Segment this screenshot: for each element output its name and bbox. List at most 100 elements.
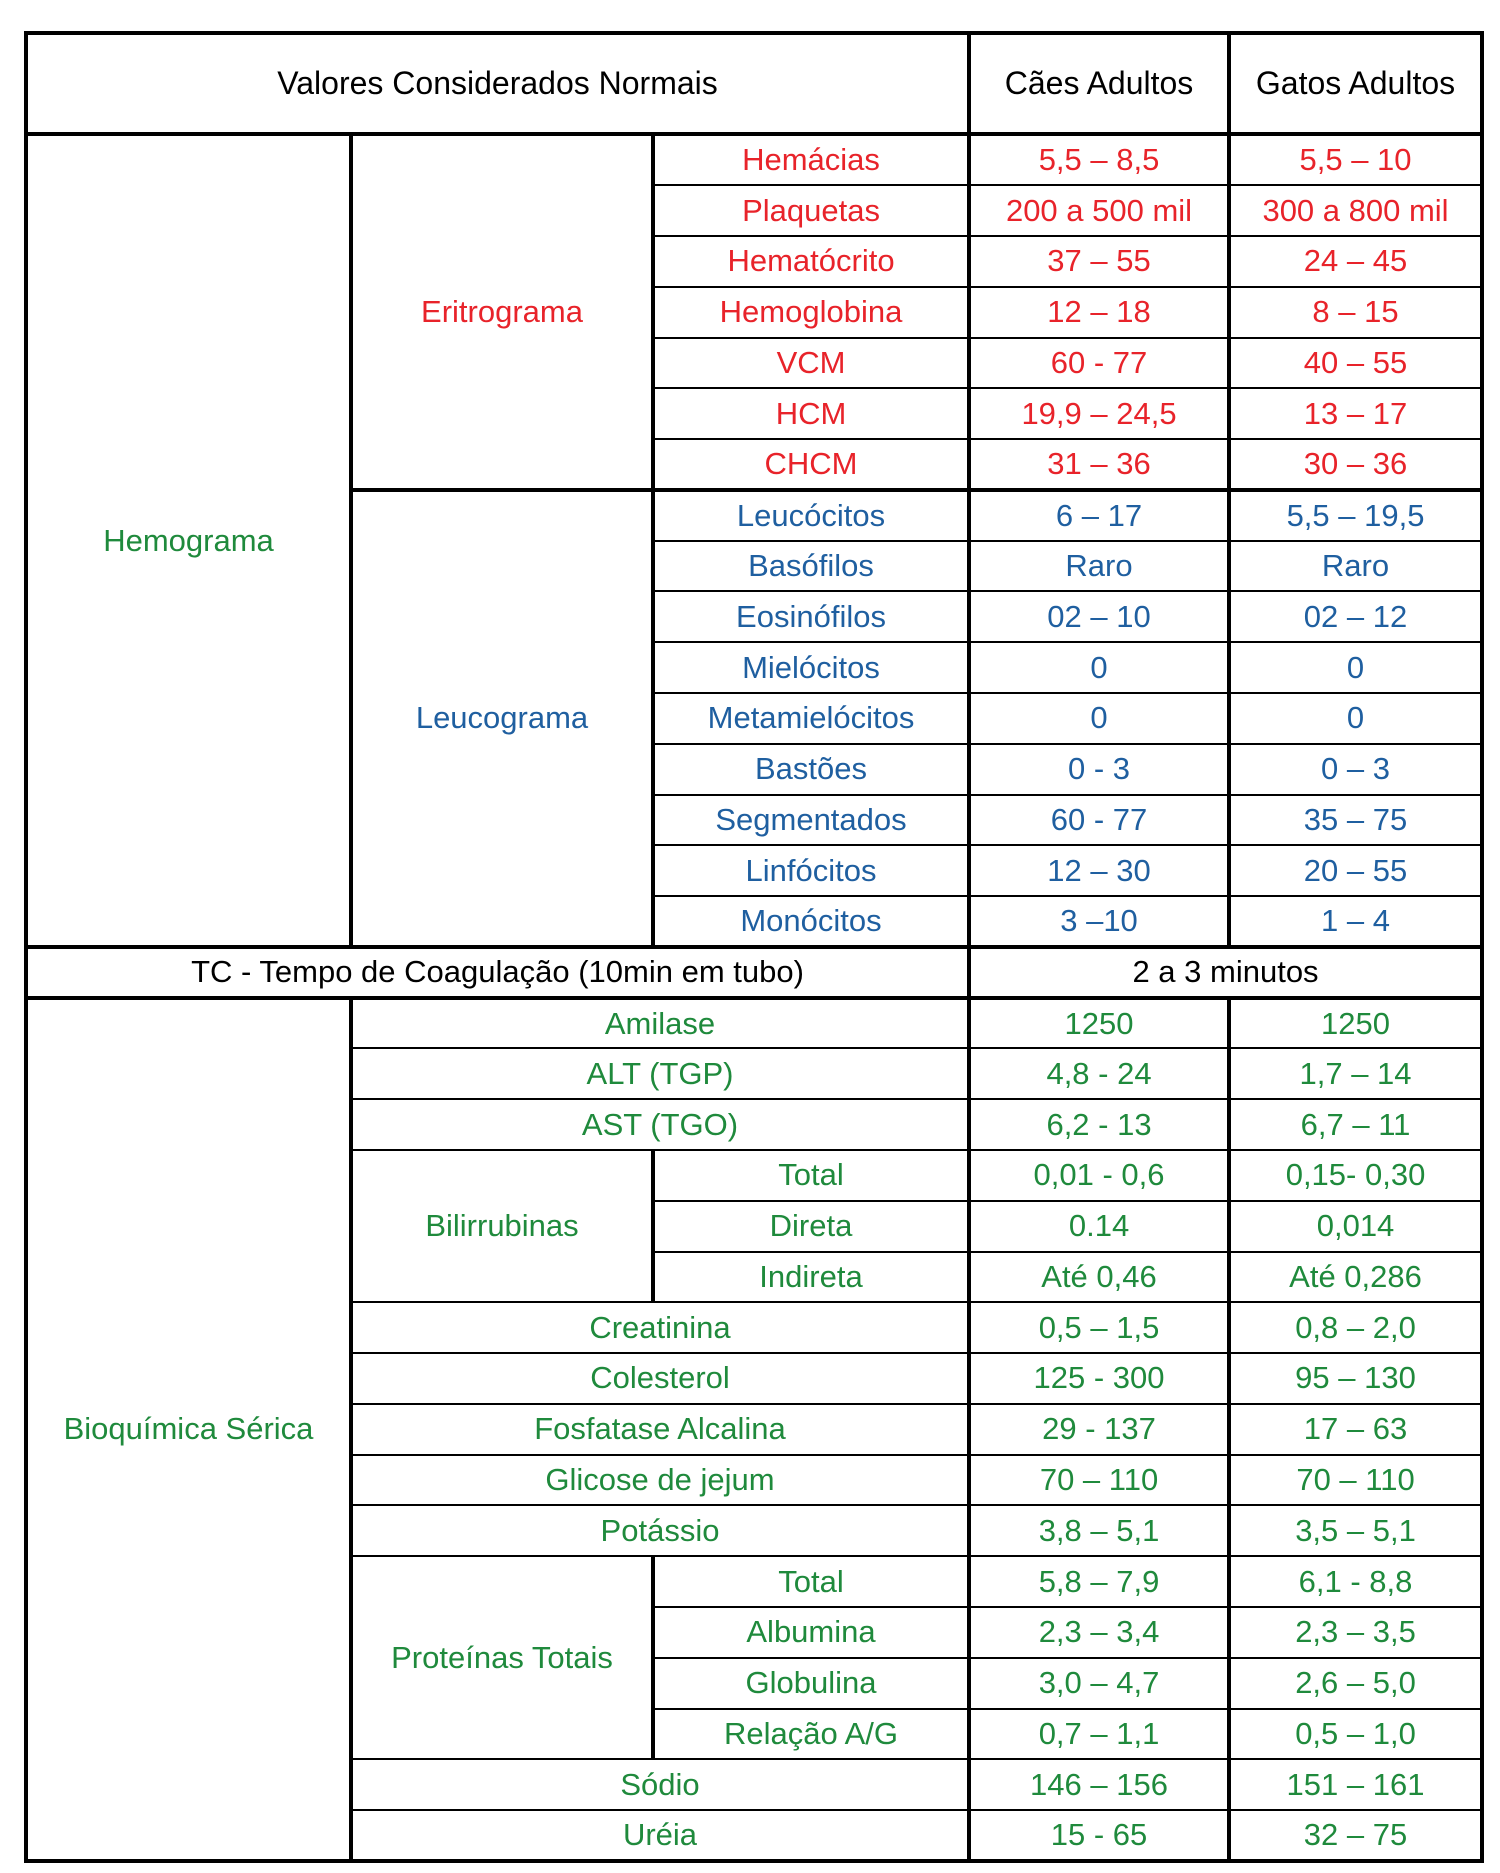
table-row: Segmentados 60 - 77 35 – 75 bbox=[26, 793, 1484, 847]
reference-values-table: Valores Considerados Normais Cães Adulto… bbox=[24, 31, 1485, 1863]
cat-value: 30 – 36 bbox=[1228, 438, 1484, 491]
table-row: Hemograma Eritrograma Hemácias 5,5 – 8,5… bbox=[25, 133, 1484, 948]
cat-value: 300 a 800 mil bbox=[1228, 184, 1484, 237]
table-row: Creatinina 0,5 – 1,5 0,8 – 2,0 bbox=[26, 1301, 1484, 1355]
param-name: AST (TGO) bbox=[349, 1098, 972, 1151]
table-row: Monócitos 3 –10 1 – 4 bbox=[26, 895, 1484, 948]
cat-value: 0 bbox=[1228, 641, 1484, 694]
table-row: Metamielócitos 0 0 bbox=[26, 691, 1484, 745]
param-name: Eosinófilos bbox=[651, 590, 972, 644]
group-bioquimica: Bioquímica Sérica bbox=[25, 996, 353, 1863]
table-row: Indireta Até 0,46 Até 0,286 bbox=[26, 1250, 1484, 1304]
cat-value: 32 – 75 bbox=[1228, 1809, 1484, 1862]
table-row: Hematócrito 37 – 55 24 – 45 bbox=[26, 234, 1484, 288]
cat-value: 0,014 bbox=[1228, 1199, 1484, 1253]
cat-value: Até 0,286 bbox=[1228, 1250, 1484, 1304]
table-row: VCM 60 - 77 40 – 55 bbox=[26, 336, 1484, 390]
param-name: VCM bbox=[651, 336, 972, 390]
table-row-tc: TC - Tempo de Coagulação (10min em tubo)… bbox=[24, 944, 1484, 1000]
table-row: Sódio 146 – 156 151 – 161 bbox=[26, 1758, 1484, 1812]
dog-value: 15 - 65 bbox=[968, 1809, 1232, 1862]
param-name: Plaquetas bbox=[651, 184, 972, 237]
param-name: Colesterol bbox=[349, 1352, 972, 1405]
table-row: Bioquímica Sérica Amilase 1250 1250 bbox=[25, 996, 1484, 1863]
table-row: Glicose de jejum 70 – 110 70 – 110 bbox=[26, 1453, 1484, 1507]
dog-value: 0.14 bbox=[968, 1199, 1232, 1253]
table-row: Fosfatase Alcalina 29 - 137 17 – 63 bbox=[26, 1402, 1484, 1456]
dog-value: 19,9 – 24,5 bbox=[968, 387, 1232, 441]
param-name: Creatinina bbox=[349, 1301, 972, 1355]
table-row: Mielócitos 0 0 bbox=[26, 641, 1484, 694]
dog-value: 60 - 77 bbox=[968, 336, 1232, 390]
param-name: Mielócitos bbox=[651, 641, 972, 694]
cat-value: 2,6 – 5,0 bbox=[1228, 1656, 1484, 1710]
param-name: Amilase bbox=[349, 996, 972, 1050]
param-name: Globulina bbox=[651, 1656, 972, 1710]
param-name: Direta bbox=[651, 1199, 972, 1253]
subgroup-bilirrubinas: Bilirrubinas bbox=[350, 1148, 655, 1304]
cat-value: 0,15- 0,30 bbox=[1228, 1149, 1484, 1202]
dog-value: 0 bbox=[968, 641, 1232, 694]
cat-value: 0,8 – 2,0 bbox=[1228, 1301, 1484, 1355]
dog-value: 12 – 30 bbox=[968, 844, 1232, 898]
table-row: Linfócitos 12 – 30 20 – 55 bbox=[26, 844, 1484, 898]
param-name: Fosfatase Alcalina bbox=[349, 1402, 972, 1456]
param-name: Glicose de jejum bbox=[349, 1453, 972, 1507]
table-row: Relação A/G 0,7 – 1,1 0,5 – 1,0 bbox=[26, 1707, 1484, 1761]
param-name: Hemoglobina bbox=[651, 285, 972, 339]
table-header-row: Valores Considerados Normais Cães Adulto… bbox=[24, 31, 1484, 137]
cat-value: 40 – 55 bbox=[1228, 336, 1484, 390]
dog-value: 146 – 156 bbox=[968, 1758, 1232, 1812]
tc-value: 2 a 3 minutos bbox=[968, 944, 1484, 1000]
dog-value: 31 – 36 bbox=[968, 438, 1232, 491]
dog-value: 6,2 - 13 bbox=[968, 1098, 1232, 1151]
dog-value: 37 – 55 bbox=[968, 234, 1232, 288]
dog-value: 3,0 – 4,7 bbox=[968, 1656, 1232, 1710]
param-name: Basófilos bbox=[651, 539, 972, 593]
table-row: Bilirrubinas Total 0,01 - 0,6 0,15- 0,30 bbox=[26, 1148, 1484, 1304]
table-row: Hemoglobina 12 – 18 8 – 15 bbox=[26, 285, 1484, 339]
table-row: Leucograma Leucócitos 6 – 17 5,5 – 19,5 bbox=[26, 487, 1484, 948]
table-row: HCM 19,9 – 24,5 13 – 17 bbox=[26, 387, 1484, 441]
table-row: AST (TGO) 6,2 - 13 6,7 – 11 bbox=[26, 1098, 1484, 1151]
param-name: Uréia bbox=[349, 1809, 972, 1862]
param-name: Leucócitos bbox=[651, 487, 972, 542]
cat-value: 35 – 75 bbox=[1228, 793, 1484, 847]
header-title: Valores Considerados Normais bbox=[24, 31, 972, 137]
table-row: Globulina 3,0 – 4,7 2,6 – 5,0 bbox=[26, 1656, 1484, 1710]
dog-value: 60 - 77 bbox=[968, 793, 1232, 847]
param-name: Albumina bbox=[651, 1606, 972, 1659]
table-row: Colesterol 125 - 300 95 – 130 bbox=[26, 1352, 1484, 1405]
dog-value: Raro bbox=[968, 539, 1232, 593]
cat-value: 5,5 – 10 bbox=[1228, 133, 1484, 187]
param-name: Linfócitos bbox=[651, 844, 972, 898]
param-name: CHCM bbox=[651, 438, 972, 491]
dog-value: 0 - 3 bbox=[968, 742, 1232, 796]
dog-value: 2,3 – 3,4 bbox=[968, 1606, 1232, 1659]
subgroup-proteinas: Proteínas Totais bbox=[350, 1555, 655, 1761]
cat-value: 13 – 17 bbox=[1228, 387, 1484, 441]
param-name: Indireta bbox=[651, 1250, 972, 1304]
dog-value: 0,01 - 0,6 bbox=[968, 1149, 1232, 1202]
cat-value: 8 – 15 bbox=[1228, 285, 1484, 339]
table-row: CHCM 31 – 36 30 – 36 bbox=[26, 438, 1484, 491]
dog-value: 12 – 18 bbox=[968, 285, 1232, 339]
param-name: Hemácias bbox=[651, 133, 972, 187]
param-name: Metamielócitos bbox=[651, 691, 972, 745]
param-name: Sódio bbox=[349, 1758, 972, 1812]
dog-value: 3 –10 bbox=[968, 895, 1232, 948]
cat-value: 0 – 3 bbox=[1228, 742, 1484, 796]
param-name: Monócitos bbox=[651, 895, 972, 948]
table-row: Basófilos Raro Raro bbox=[26, 539, 1484, 593]
header-dogs: Cães Adultos bbox=[968, 31, 1232, 137]
param-name: Potássio bbox=[349, 1504, 972, 1558]
cat-value: 151 – 161 bbox=[1228, 1758, 1484, 1812]
cat-value: 70 – 110 bbox=[1228, 1453, 1484, 1507]
dog-value: 3,8 – 5,1 bbox=[968, 1504, 1232, 1558]
cat-value: 0,5 – 1,0 bbox=[1228, 1707, 1484, 1761]
table-row: Bastões 0 - 3 0 – 3 bbox=[26, 742, 1484, 796]
param-name: Total bbox=[651, 1555, 972, 1609]
dog-value: 0,7 – 1,1 bbox=[968, 1707, 1232, 1761]
cat-value: 0 bbox=[1228, 691, 1484, 745]
param-name: Bastões bbox=[651, 742, 972, 796]
